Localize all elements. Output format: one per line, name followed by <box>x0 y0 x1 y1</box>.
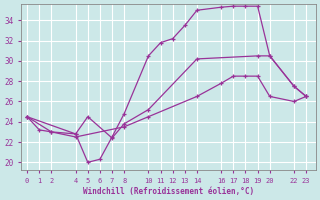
X-axis label: Windchill (Refroidissement éolien,°C): Windchill (Refroidissement éolien,°C) <box>83 187 254 196</box>
